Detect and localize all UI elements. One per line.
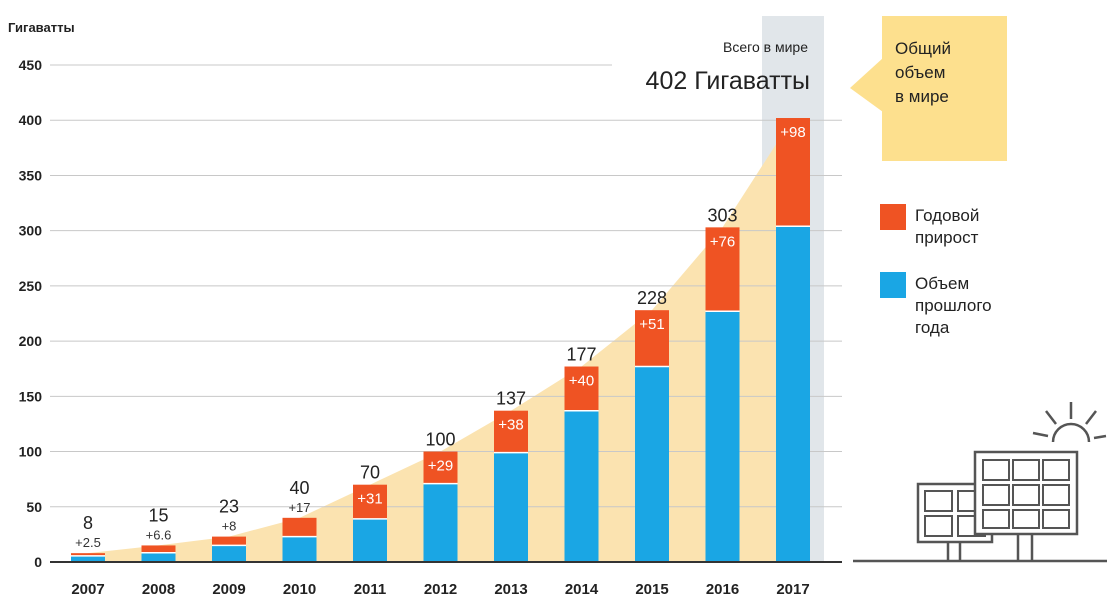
total-label: 40: [289, 478, 309, 498]
total-label: 70: [360, 463, 380, 483]
bar-previous-volume: [705, 311, 740, 562]
callout-box: [882, 16, 1007, 161]
increment-label: +17: [288, 500, 310, 515]
total-label: 8: [83, 513, 93, 533]
x-axis-ticks: 2007 2008 2009 2010 2011 2012 2013 2014 2015 2016…: [71, 581, 809, 598]
y-tick-label: 200: [19, 333, 43, 349]
callout-pointer: [850, 58, 883, 112]
cumulative-area: [71, 118, 810, 562]
sun-ray: [1032, 431, 1049, 438]
y-tick-label: 450: [19, 57, 43, 73]
callout-total: 402 Гигаватты: [646, 67, 810, 95]
increment-label: +38: [498, 417, 523, 434]
y-tick-label: 300: [19, 223, 43, 239]
bar-previous-volume: [212, 545, 246, 562]
bar-previous-volume: [353, 518, 387, 562]
legend-label: Объем: [915, 274, 969, 293]
y-axis-ticks: 0 50 100 150 200 250 300 350 400 450: [19, 57, 43, 570]
bar-previous-volume: [141, 552, 176, 562]
bar-previous-volume: [776, 226, 810, 562]
bar-previous-volume: [494, 452, 528, 562]
total-label: 303: [707, 205, 737, 225]
x-tick-label: 2008: [142, 581, 175, 598]
bar-annual-increase: [776, 118, 810, 227]
increment-label: +8: [222, 519, 237, 534]
bar-annual-increase: [353, 484, 387, 519]
sun-ray: [1085, 410, 1097, 425]
x-tick-label: 2013: [494, 581, 527, 598]
y-tick-label: 50: [26, 499, 42, 515]
legend-label: прирост: [915, 228, 979, 247]
x-tick-label: 2015: [635, 581, 668, 598]
total-label: 15: [148, 505, 168, 525]
x-tick-label: 2007: [71, 581, 104, 598]
sun-ray: [1045, 410, 1057, 425]
bar-annual-increase: [141, 545, 176, 553]
solar-panel-front-icon: [973, 450, 1079, 560]
legend-label: года: [915, 318, 950, 337]
total-label: 228: [637, 288, 667, 308]
increment-label: +6.6: [146, 527, 172, 542]
x-tick-label: 2017: [776, 581, 809, 598]
total-label: 23: [219, 497, 239, 517]
sun-icon: [1051, 422, 1091, 443]
x-tick-label: 2009: [212, 581, 245, 598]
bar-previous-volume: [635, 366, 669, 562]
bar-annual-increase: [494, 410, 528, 453]
callout-caption: Всего в мире: [723, 39, 808, 55]
bar-previous-volume: [282, 536, 317, 562]
y-tick-label: 400: [19, 112, 43, 128]
y-tick-label: 0: [34, 554, 42, 570]
bar-previous-volume: [71, 555, 105, 562]
bar-annual-increase: [282, 517, 317, 537]
legend-label: прошлого: [915, 296, 992, 315]
increment-label: +31: [357, 491, 382, 508]
solar-panels-sun-icon: [853, 402, 1107, 563]
legend-label: Годовой: [915, 206, 979, 225]
x-tick-label: 2016: [706, 581, 739, 598]
data-labels: +2.5 8 +6.6 15 +8 23 +17 40 +31 70 +29 100 +38 137 +40…: [75, 124, 806, 550]
total-label: 100: [425, 430, 455, 450]
bar-annual-increase: [635, 310, 669, 367]
x-tick-label: 2014: [565, 581, 599, 598]
total-volume-box: Общий объем в мире: [850, 16, 1007, 161]
x-tick-label: 2012: [424, 581, 457, 598]
increment-label: +51: [639, 316, 664, 333]
legend: Годовой прирост Объем прошлого года: [880, 204, 992, 337]
callout-box-text: объем: [895, 63, 945, 82]
bar-previous-volume: [423, 483, 458, 562]
legend-swatch: [880, 272, 906, 298]
y-tick-label: 250: [19, 278, 43, 294]
bar-annual-increase: [423, 451, 458, 484]
increment-label: +40: [569, 373, 594, 390]
y-axis-label: Гигаватты: [8, 20, 75, 35]
increment-label: +29: [428, 458, 453, 475]
bars: [71, 118, 810, 562]
callout-box-text: Общий: [895, 39, 951, 58]
bar-annual-increase: [212, 536, 246, 546]
bar-annual-increase: [71, 553, 105, 556]
sun-ray: [1093, 434, 1107, 440]
increment-label: +76: [710, 233, 735, 250]
x-tick-label: 2011: [354, 581, 387, 598]
y-tick-label: 350: [19, 167, 43, 183]
bar-annual-increase: [564, 366, 599, 411]
legend-swatch: [880, 204, 906, 230]
y-tick-label: 100: [19, 444, 43, 460]
y-tick-label: 150: [19, 388, 43, 404]
increment-label: +98: [780, 124, 805, 141]
bar-annual-increase: [705, 227, 740, 312]
total-label: 177: [566, 345, 596, 365]
x-tick-label: 2010: [283, 581, 316, 598]
callout-box-text: в мире: [895, 87, 949, 106]
bar-previous-volume: [564, 410, 599, 562]
total-label: 137: [496, 389, 526, 409]
increment-label: +2.5: [75, 535, 101, 550]
